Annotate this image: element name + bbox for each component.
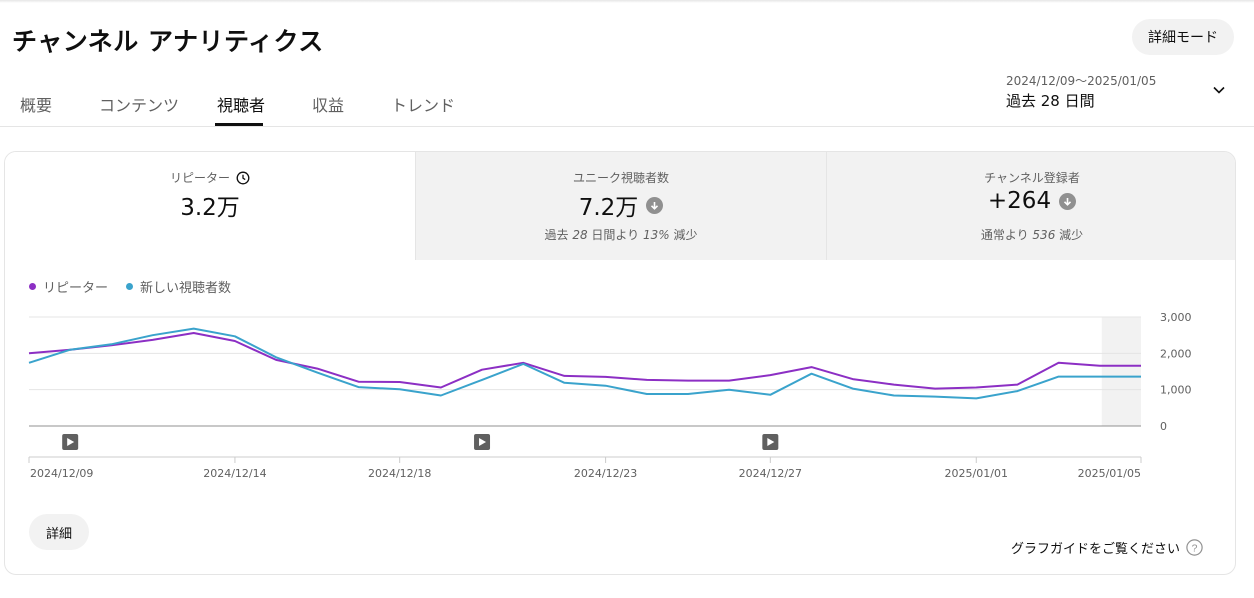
metric-value: +264 bbox=[987, 188, 1052, 214]
metric-label: ユニーク視聴者数 bbox=[572, 171, 669, 185]
detail-button[interactable]: 詳細 bbox=[29, 514, 89, 550]
arrow-down-icon bbox=[646, 196, 664, 214]
play-icon bbox=[767, 438, 775, 446]
legend-dot bbox=[29, 283, 36, 290]
metric-value: 7.2万 bbox=[578, 195, 639, 221]
metric-subscribers[interactable]: チャンネル登録者 +264 通常より 536 減少 bbox=[826, 152, 1235, 260]
series-line-0 bbox=[28, 332, 1141, 390]
metric-label: チャンネル登録者 bbox=[984, 171, 1080, 185]
tab-divider bbox=[0, 126, 1254, 127]
legend-label: リピーター bbox=[43, 281, 109, 296]
legend-item-returning[interactable]: リピーター bbox=[29, 277, 108, 296]
tab-trends[interactable]: トレンド bbox=[391, 96, 456, 115]
metric-value: 3.2万 bbox=[180, 195, 240, 221]
line-chart[interactable]: 3,000 2,000 1,000 0 2024/12/09 2024/12/14 2024… bbox=[5, 302, 1235, 487]
date-range-period: 過去 28 日間 bbox=[1006, 92, 1095, 110]
metric-returning-viewers[interactable]: リピーター 3.2万 bbox=[5, 152, 415, 260]
y-tick-label: 2,000 bbox=[1160, 347, 1192, 360]
svg-text:?: ? bbox=[1192, 542, 1198, 554]
chart-legend: リピーター 新しい視聴者数 bbox=[29, 277, 231, 296]
chart-guide-link[interactable]: グラフガイドをご覧ください ? bbox=[1011, 538, 1203, 557]
play-icon bbox=[479, 438, 487, 446]
y-tick-label: 0 bbox=[1160, 420, 1167, 433]
x-tick-label: 2024/12/23 bbox=[574, 467, 637, 480]
clock-icon bbox=[236, 171, 250, 184]
legend-dot bbox=[126, 283, 134, 290]
y-tick-label: 3,000 bbox=[1160, 311, 1192, 324]
y-tick-label: 1,000 bbox=[1160, 384, 1192, 397]
help-icon: ? bbox=[1186, 539, 1203, 556]
tab-audience[interactable]: 視聴者 bbox=[217, 96, 266, 115]
metric-unique-viewers[interactable]: ユニーク視聴者数 7.2万 過去 28 日間より 13% 減少 bbox=[415, 152, 826, 260]
x-tick-label: 2025/01/01 bbox=[945, 467, 1008, 480]
x-tick-label: 2024/12/09 bbox=[30, 467, 93, 480]
tab-revenue[interactable]: 収益 bbox=[312, 96, 345, 115]
x-tick-label: 2024/12/27 bbox=[739, 467, 802, 480]
tab-overview[interactable]: 概要 bbox=[20, 96, 53, 115]
incomplete-data-shade bbox=[1101, 317, 1141, 426]
play-icon bbox=[67, 438, 75, 446]
series-line-1 bbox=[28, 327, 1141, 400]
analytics-card: リピーター 3.2万 ユニーク視聴者数 7.2万 過去 28 日間より 13% … bbox=[4, 151, 1236, 575]
date-range-selector[interactable]: 2024/12/09～2025/01/05 過去 28 日間 bbox=[1006, 70, 1236, 114]
advanced-mode-button[interactable]: 詳細モード bbox=[1132, 19, 1234, 55]
active-tab-indicator bbox=[215, 123, 263, 126]
legend-item-new[interactable]: 新しい視聴者数 bbox=[126, 277, 231, 296]
legend-label: 新しい視聴者数 bbox=[140, 281, 232, 296]
x-tick-label: 2024/12/18 bbox=[368, 467, 431, 480]
page-title: チャンネル アナリティクス bbox=[12, 27, 324, 56]
metric-comparison: 過去 28 日間より 13% 減少 bbox=[544, 228, 698, 242]
x-tick-label: 2024/12/14 bbox=[203, 467, 266, 480]
chevron-down-icon bbox=[1213, 86, 1225, 94]
x-tick-label: 2025/01/05 bbox=[1078, 467, 1141, 480]
date-range-dates: 2024/12/09～2025/01/05 bbox=[1006, 74, 1157, 88]
tab-content[interactable]: コンテンツ bbox=[99, 96, 180, 115]
metric-comparison: 通常より 536 減少 bbox=[980, 228, 1084, 242]
arrow-down-icon bbox=[1059, 192, 1077, 210]
metric-label: リピーター bbox=[169, 171, 230, 185]
chart-guide-label: グラフガイドをご覧ください bbox=[1011, 542, 1181, 557]
